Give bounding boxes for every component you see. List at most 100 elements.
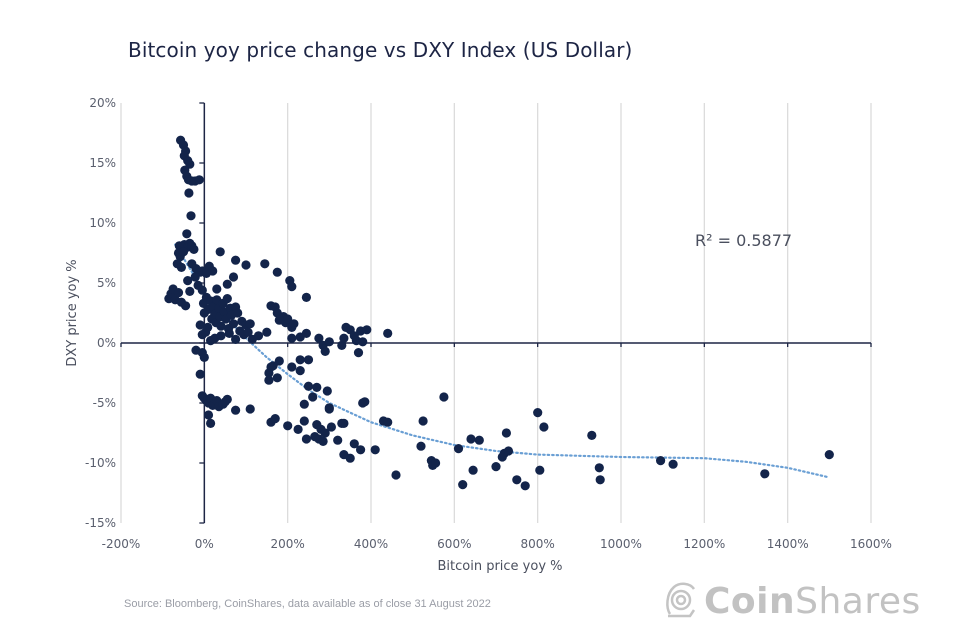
y-tick-label: 10%	[89, 216, 116, 230]
data-point	[266, 362, 276, 372]
data-point	[245, 319, 255, 329]
data-point	[299, 416, 309, 426]
data-point	[587, 430, 597, 440]
data-point	[299, 399, 309, 409]
data-point	[760, 469, 770, 479]
data-point	[295, 366, 305, 376]
data-point	[195, 369, 205, 379]
data-point	[324, 403, 334, 413]
x-tick-label: 0%	[195, 537, 214, 551]
data-point	[176, 262, 186, 272]
y-tick-label: 15%	[89, 156, 116, 170]
logo-wordmark-bold: Coin	[704, 581, 796, 622]
data-point	[185, 286, 195, 296]
y-tick-label: 20%	[89, 96, 116, 110]
data-point	[491, 462, 501, 472]
data-point	[293, 424, 303, 434]
y-axis-title: DXY price yoy %	[65, 259, 80, 366]
data-point	[253, 331, 264, 341]
data-point	[260, 259, 270, 269]
data-point	[274, 356, 284, 366]
data-point	[241, 260, 251, 270]
data-point	[272, 267, 282, 277]
data-point	[337, 340, 347, 350]
data-point	[468, 465, 478, 475]
data-point	[333, 435, 343, 445]
data-point	[283, 314, 293, 324]
data-point	[326, 422, 336, 432]
data-point	[383, 328, 393, 338]
data-point	[212, 284, 222, 294]
data-point	[274, 315, 284, 325]
data-point	[358, 337, 368, 347]
y-tick-label: -15%	[85, 516, 116, 530]
data-point	[222, 394, 232, 404]
data-point	[184, 188, 194, 198]
data-point	[222, 294, 232, 304]
data-point	[183, 276, 193, 286]
data-point	[295, 355, 305, 365]
x-tick-label: 1000%	[600, 537, 642, 551]
chart-title: Bitcoin yoy price change vs DXY Index (U…	[128, 38, 633, 62]
data-point	[383, 417, 393, 427]
data-point	[370, 445, 380, 455]
data-point	[308, 392, 318, 402]
data-point	[228, 319, 239, 329]
data-point	[418, 416, 428, 426]
data-point	[474, 435, 484, 445]
data-point	[356, 445, 366, 455]
data-point	[190, 272, 200, 282]
trendline-path	[174, 243, 831, 479]
data-point	[362, 325, 372, 335]
data-point	[339, 418, 349, 428]
data-point	[262, 327, 272, 337]
data-point	[458, 480, 468, 490]
data-point	[287, 362, 297, 372]
x-tick-label: 800%	[521, 537, 555, 551]
data-point	[287, 333, 297, 343]
data-point	[360, 397, 370, 407]
data-point	[224, 328, 234, 338]
data-point	[181, 301, 191, 311]
data-point	[668, 459, 678, 469]
data-point	[182, 229, 192, 239]
data-point	[197, 285, 207, 295]
y-tick-label: 5%	[97, 276, 116, 290]
x-tick-label: 400%	[354, 537, 388, 551]
y-tick-label: 0%	[97, 336, 116, 350]
data-point	[301, 328, 311, 338]
data-point	[228, 272, 239, 282]
data-point	[208, 266, 218, 276]
data-points	[164, 135, 834, 491]
data-point	[264, 375, 274, 385]
data-point	[595, 475, 605, 485]
x-tick-label: 1600%	[850, 537, 892, 551]
y-tick-labels: -15% -10% -5% 0% 5% 10% 15% 20%	[85, 96, 116, 530]
data-point	[320, 428, 330, 438]
data-point	[233, 308, 243, 318]
data-point	[533, 408, 543, 418]
coinshares-astronaut-helmet-icon	[664, 580, 698, 624]
source-note: Source: Bloomberg, CoinShares, data avai…	[124, 598, 491, 610]
data-point	[512, 475, 522, 485]
data-point	[270, 414, 280, 424]
data-point	[416, 441, 426, 451]
data-point	[301, 434, 311, 444]
x-axis-title: Bitcoin price yoy %	[437, 559, 562, 574]
data-point	[231, 334, 241, 344]
data-point	[824, 450, 834, 460]
data-point	[349, 439, 359, 449]
x-tick-label: 200%	[271, 537, 305, 551]
x-tick-label: 1400%	[767, 537, 809, 551]
data-point	[594, 463, 604, 473]
data-point	[231, 405, 241, 415]
data-point	[353, 348, 364, 358]
data-point	[318, 436, 328, 446]
data-point	[189, 244, 199, 254]
data-point	[203, 322, 213, 332]
data-point	[199, 352, 209, 362]
data-point	[324, 337, 334, 347]
data-point	[301, 292, 311, 302]
data-point	[501, 428, 511, 438]
data-point	[339, 333, 349, 343]
